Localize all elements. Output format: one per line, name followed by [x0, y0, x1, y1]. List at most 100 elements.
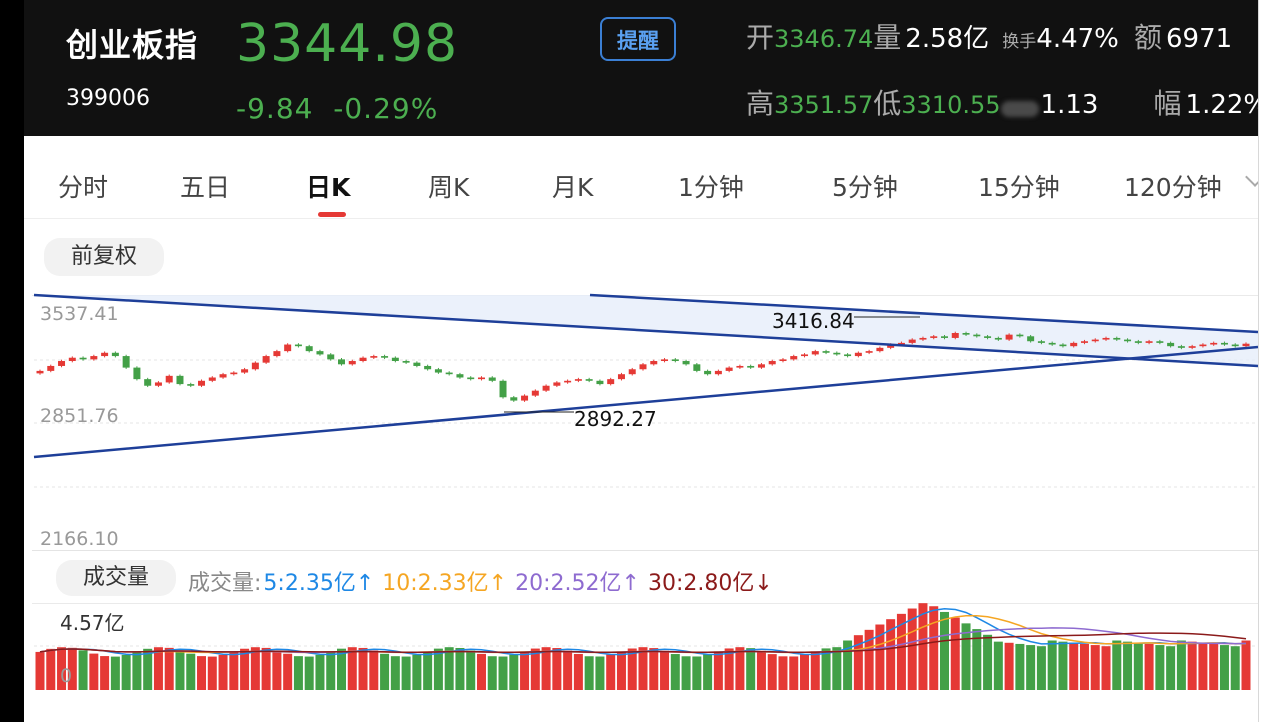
tab-5min[interactable]: 5分钟 [832, 173, 898, 202]
volume-bar [1101, 646, 1111, 690]
volume-bar [433, 648, 443, 690]
volume-bar [207, 656, 217, 690]
candle-body [574, 379, 582, 381]
candle-body [984, 336, 992, 338]
tab-daily-k[interactable]: 日K [306, 173, 351, 202]
volume-bar [886, 619, 896, 690]
tab-weekly-k[interactable]: 周K [428, 173, 470, 202]
candle-body [154, 382, 162, 386]
volume-bar [1219, 645, 1229, 690]
volume-bar [896, 613, 906, 690]
volume-bar [121, 654, 131, 690]
ma30-value: 30:2.80亿↓ [647, 571, 773, 596]
volume-bar [132, 651, 142, 690]
candle-body [305, 346, 313, 352]
volume-bar [660, 650, 670, 690]
candle-body [693, 364, 701, 371]
volume-bar [110, 656, 120, 690]
volume-bar [1209, 643, 1219, 690]
tab-120min[interactable]: 120分钟 [1124, 173, 1222, 202]
candle-body [1027, 336, 1035, 342]
tab-monthly-k[interactable]: 月K [552, 173, 594, 202]
candle-body [1134, 341, 1142, 343]
volume-bar [261, 647, 271, 690]
change-value: -9.84 [236, 92, 314, 125]
candle-body [424, 365, 432, 370]
volume-bar [703, 654, 713, 690]
candle-body [1048, 342, 1056, 345]
candle-body [488, 377, 496, 381]
candle-body [133, 367, 141, 380]
candle-body [801, 354, 809, 357]
candle-body [1124, 339, 1132, 342]
volume-bar [1069, 642, 1079, 690]
volume-bar [627, 648, 637, 690]
y-label-bottom: 2166.10 [40, 528, 119, 550]
candle-body [822, 351, 830, 353]
candle-body [338, 359, 345, 365]
candle-body [122, 356, 130, 368]
volume-bar [843, 640, 853, 690]
candle-body [585, 379, 593, 381]
volume-bar [616, 651, 626, 690]
candle-body [273, 351, 281, 357]
trendline-upper-2 [589, 293, 1258, 334]
volume-bar [509, 654, 519, 690]
candle-body [897, 342, 905, 345]
candle-body [294, 344, 302, 347]
volume-bar [1090, 645, 1100, 690]
candle-body [413, 362, 421, 366]
volume-bar [800, 654, 810, 690]
candle-body [327, 354, 335, 360]
volume-bar [649, 648, 659, 690]
candle-body [165, 375, 173, 383]
tab-1min[interactable]: 1分钟 [678, 173, 744, 202]
candle-body [908, 339, 916, 343]
high-marker: 3416.84 [772, 309, 855, 333]
volume-bar [315, 654, 325, 690]
volume-bar [1230, 646, 1240, 690]
left-frame [0, 136, 24, 722]
candle-body [68, 357, 76, 362]
volume-bar [326, 651, 336, 690]
volume-bar [907, 608, 917, 690]
volume-bar [412, 654, 422, 690]
candlestick-chart[interactable]: 3537.41 2851.76 2166.10 3416.84 2892.27 … [24, 0, 1258, 722]
volume-bar [950, 617, 960, 690]
volume-bar [756, 650, 766, 690]
adjust-mode-button[interactable]: 前复权 [44, 238, 164, 276]
candle-body [198, 380, 206, 386]
volume-bar [584, 656, 594, 690]
tab-intraday[interactable]: 分时 [58, 173, 109, 202]
candle-body [36, 370, 44, 374]
candle-body [445, 372, 453, 375]
candle-body [833, 352, 841, 355]
volume-bar [35, 651, 45, 690]
index-name: 创业板指 [66, 26, 199, 64]
volume-bar [197, 656, 207, 690]
scrollbar-track[interactable] [1258, 0, 1280, 722]
candle-body [499, 380, 507, 398]
alert-button[interactable]: 提醒 [600, 17, 676, 61]
candle-body [994, 337, 1002, 340]
tab-five-day[interactable]: 五日 [180, 173, 231, 202]
candle-body [391, 357, 399, 362]
volume-bar [487, 656, 497, 690]
volume-bar [573, 653, 583, 690]
turnover-value: 4.47% [1036, 24, 1119, 54]
volume-bar [1123, 641, 1133, 690]
volume-ma30-line [39, 632, 1247, 654]
candle-body [941, 336, 948, 338]
y-label-mid: 2851.76 [40, 405, 119, 427]
volume-bar [337, 648, 346, 690]
volume-bar [1004, 642, 1014, 690]
volume-bar [444, 647, 454, 690]
candle-body [434, 369, 442, 373]
volume-bar [961, 623, 971, 690]
volume-bar [1166, 646, 1176, 690]
volume-bar [401, 656, 411, 690]
candle-body [747, 365, 755, 368]
candle-body [1210, 342, 1218, 345]
tab-15min[interactable]: 15分钟 [978, 173, 1060, 202]
volume-indicator-button[interactable]: 成交量 [56, 560, 176, 596]
